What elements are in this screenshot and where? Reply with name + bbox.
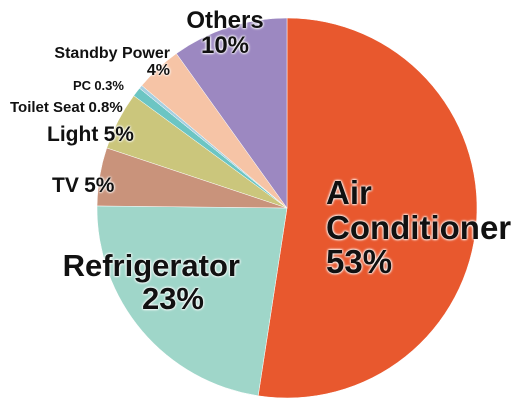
value-label: 5%: [84, 174, 115, 197]
value-label: 53%: [326, 243, 393, 281]
value-label: 4%: [146, 61, 170, 79]
value-label: 0.3%: [94, 78, 124, 93]
category-label: TV: [52, 174, 79, 197]
category-label: Others: [186, 7, 264, 34]
pie-slice: [176, 17, 288, 209]
slice-label: PC 0.3%: [73, 79, 124, 93]
value-label: 10%: [200, 32, 250, 60]
value-label: 0.8%: [88, 99, 123, 116]
pie-slice: [96, 205, 288, 397]
value-label: 23%: [141, 280, 204, 316]
slice-label: Standby Power 4%: [30, 45, 170, 80]
category-label: Standby Power: [54, 45, 170, 62]
pie-slice: [257, 17, 478, 399]
category-label: Toilet Seat: [10, 99, 85, 116]
category-label: Air Conditioner: [326, 174, 512, 246]
category-label: PC: [73, 78, 92, 93]
category-label: Refrigerator: [62, 248, 240, 283]
category-label: Light: [47, 123, 99, 146]
slice-label: Refrigerator 23%: [40, 248, 240, 316]
value-label: 5%: [103, 123, 134, 146]
slice-label: Light 5%: [47, 123, 134, 146]
slice-label: Toilet Seat 0.8%: [10, 100, 123, 116]
slice-label: Others 10%: [170, 7, 280, 60]
slice-label: Air Conditioner 53%: [326, 174, 526, 281]
slice-label: TV 5%: [52, 174, 115, 197]
